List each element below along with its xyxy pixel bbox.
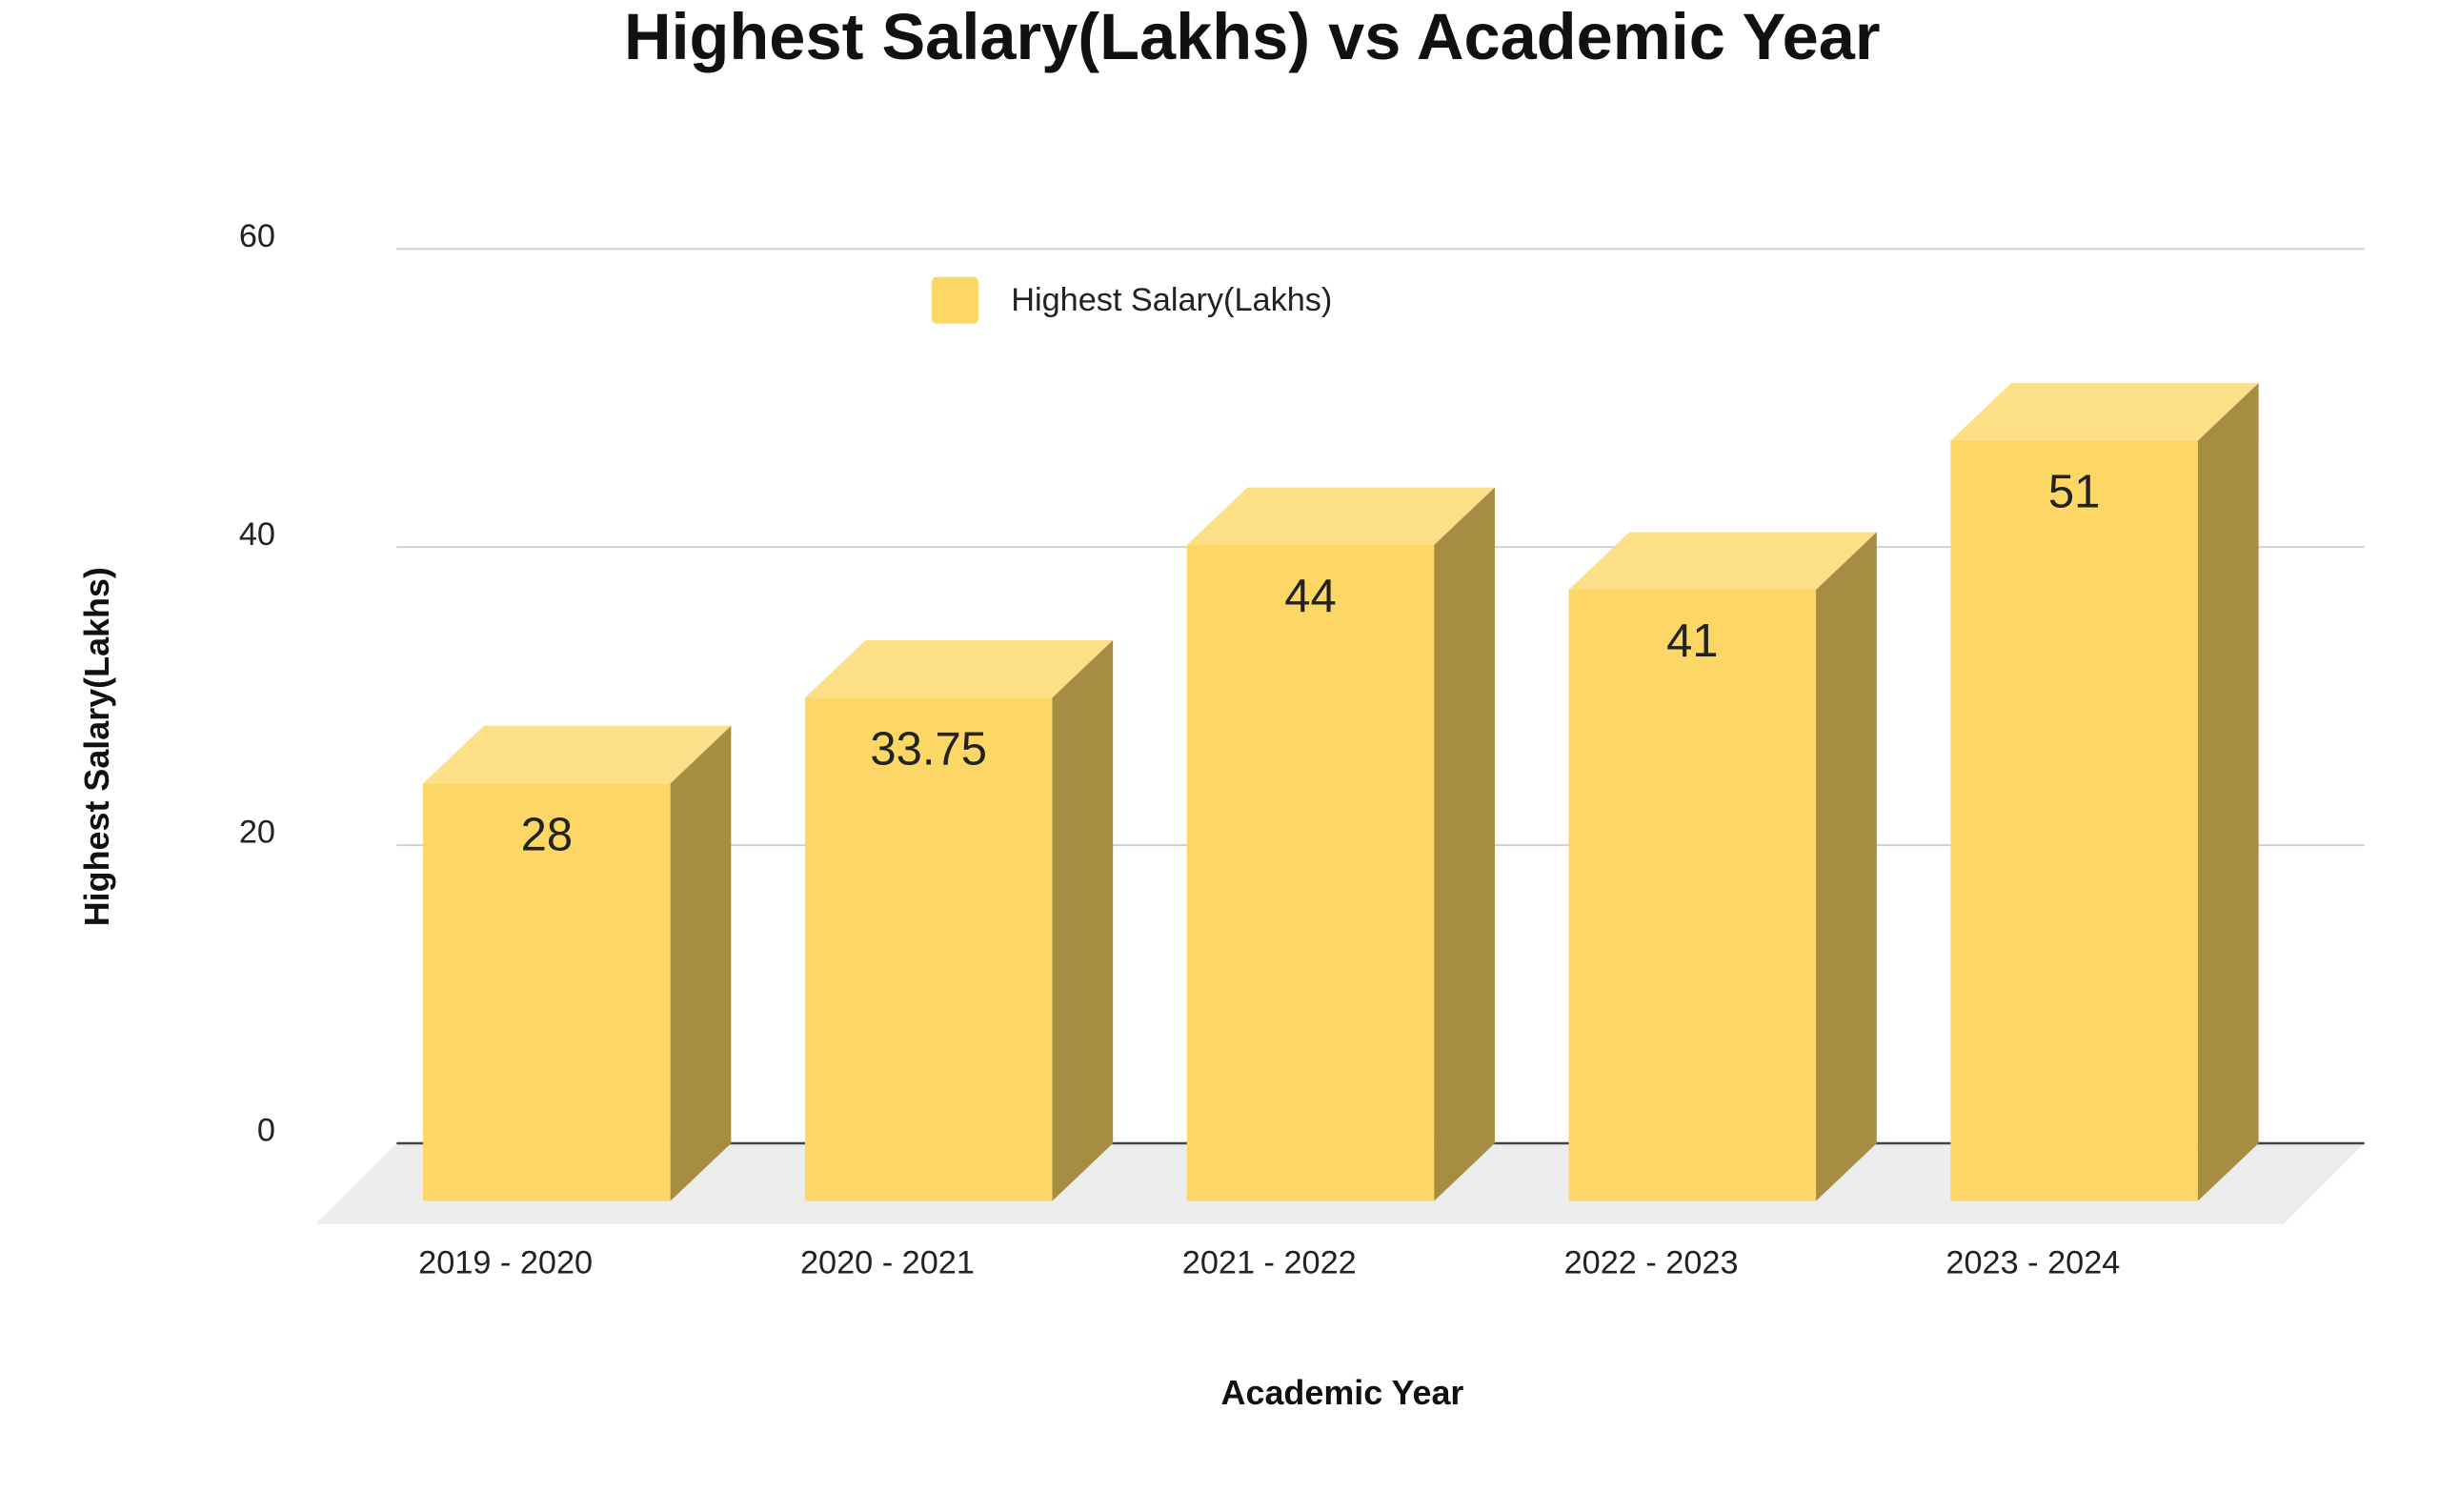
y-axis-title: Highest Salary(Lakhs) — [77, 567, 116, 926]
bar-side-shade — [1434, 487, 1495, 1201]
x-tick-label: 2021 - 2022 — [1182, 1244, 1357, 1280]
bar-side-shade — [670, 725, 732, 1201]
chart-title: Highest Salary(Lakhs) vs Academic Year — [624, 0, 1881, 73]
bar-side — [1052, 639, 1114, 1201]
bar-front — [1950, 440, 2198, 1201]
x-tick-label: 2023 - 2024 — [1945, 1244, 2120, 1280]
bar-top — [804, 639, 1114, 698]
legend-label: Highest Salary(Lakhs) — [1011, 282, 1332, 318]
y-tick-label: 20 — [239, 815, 275, 851]
bar-top-shade — [1186, 487, 1495, 546]
bar-front — [1186, 545, 1435, 1201]
data-label: 41 — [1666, 615, 1718, 667]
bar-front — [423, 783, 671, 1201]
bar-front — [1568, 589, 1817, 1201]
data-label: 51 — [2048, 467, 2100, 518]
bar-front — [804, 697, 1053, 1201]
bar-top — [1568, 532, 1877, 590]
y-tick-label: 60 — [239, 218, 275, 254]
bar-top-shade — [804, 639, 1114, 698]
y-tick-label: 40 — [239, 516, 275, 553]
y-tick-label: 0 — [257, 1113, 275, 1149]
data-label: 44 — [1284, 571, 1336, 622]
bar-side-shade — [2197, 383, 2259, 1201]
x-tick-label: 2022 - 2023 — [1564, 1244, 1739, 1280]
bar-top-shade — [1568, 532, 1877, 590]
bar-side — [2197, 383, 2259, 1201]
x-tick-label: 2020 - 2021 — [800, 1244, 975, 1280]
bar-side — [1816, 532, 1877, 1201]
bar-side — [1434, 487, 1495, 1201]
bar-top — [423, 725, 732, 784]
bar-top — [1950, 383, 2259, 441]
bar-side-shade — [1052, 639, 1114, 1201]
x-axis-title: Academic Year — [1221, 1373, 1464, 1412]
bar-top-shade — [1950, 383, 2259, 441]
bar-top-shade — [423, 725, 732, 784]
bar-side — [670, 725, 732, 1201]
legend-swatch — [931, 276, 978, 324]
bar-side-shade — [1816, 532, 1877, 1201]
data-label: 28 — [521, 809, 573, 860]
data-label: 33.75 — [870, 723, 987, 775]
bar-top — [1186, 487, 1495, 546]
x-tick-label: 2019 - 2020 — [418, 1244, 593, 1280]
